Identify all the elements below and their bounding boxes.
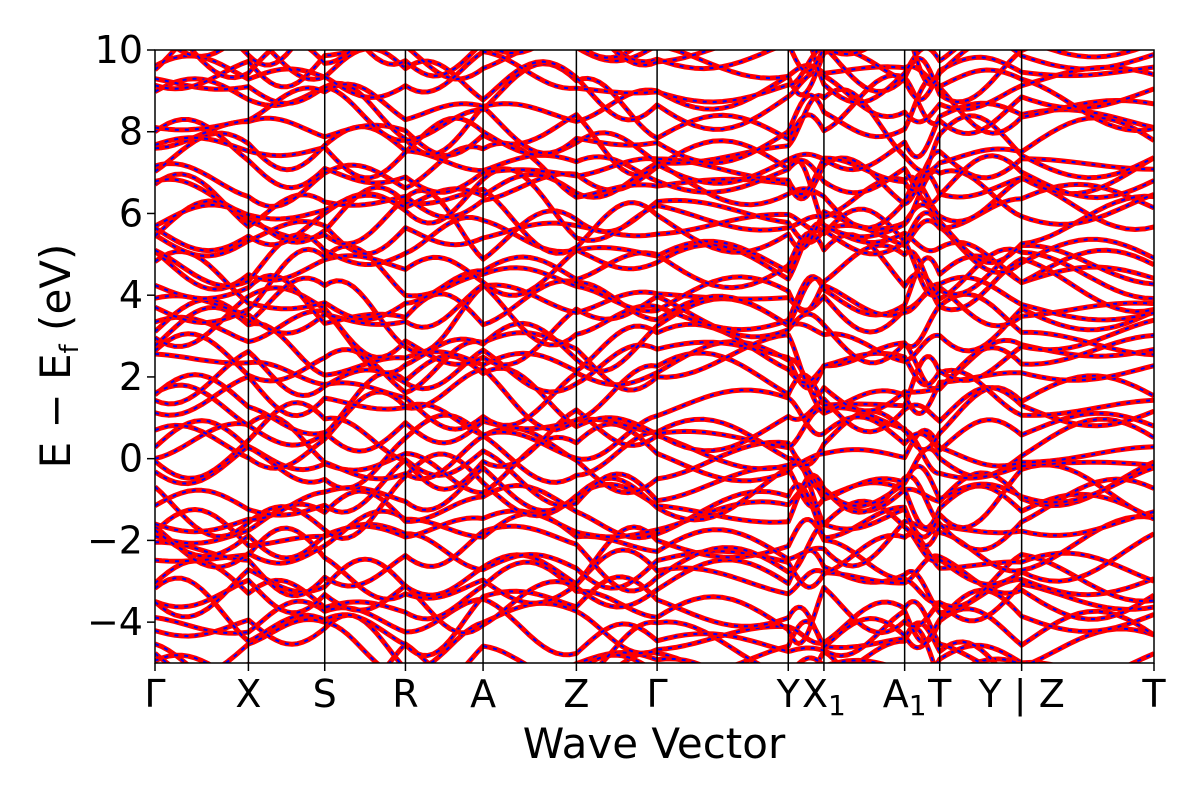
y-tick-label: 4 <box>119 273 143 317</box>
x-tick-label: Γ <box>647 672 668 716</box>
plot-frame <box>154 49 1155 664</box>
band-lines <box>155 50 1154 663</box>
y-tick-label: 6 <box>119 191 143 235</box>
y-tick-label: 10 <box>95 28 143 72</box>
x-tick-label: X <box>235 672 261 716</box>
x-tick-label: T <box>1141 672 1166 716</box>
x-tick-label: S <box>313 672 337 716</box>
y-tick-label: 0 <box>119 437 143 481</box>
x-tick-label: T <box>927 672 952 716</box>
y-axis-label: E − Ef (eV) <box>31 244 85 469</box>
high-symmetry-lines <box>247 50 1023 663</box>
x-tick-label: Y | Z <box>978 672 1065 717</box>
x-tick-label: A <box>470 672 496 716</box>
y-tick-label: 2 <box>119 355 143 399</box>
y-tick-label: −2 <box>87 518 143 562</box>
x-tick-label: A1 <box>883 672 927 722</box>
x-tick-label: Z <box>563 672 589 716</box>
x-tick-label: Y <box>776 672 801 716</box>
x-tick-label: X1 <box>802 672 846 722</box>
x-axis-label: Wave Vector <box>523 719 786 768</box>
y-axis: −4 −2 0 2 4 6 8 10 <box>87 28 155 644</box>
y-tick-label: −4 <box>87 600 143 644</box>
y-tick-label: 8 <box>119 110 143 154</box>
x-tick-label: R <box>392 672 418 716</box>
x-tick-label: Γ <box>144 672 165 716</box>
